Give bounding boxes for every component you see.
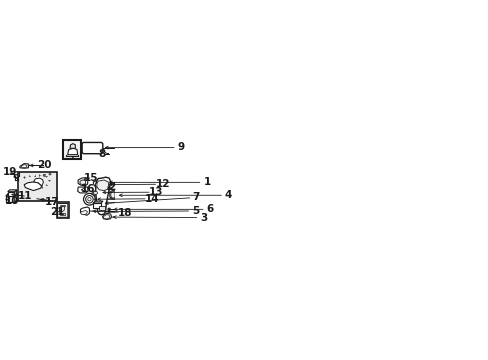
Circle shape [83, 193, 95, 205]
Circle shape [28, 175, 30, 177]
Text: 21: 21 [50, 207, 64, 217]
Polygon shape [93, 201, 103, 203]
Ellipse shape [14, 172, 19, 175]
Polygon shape [111, 191, 115, 198]
Circle shape [99, 195, 104, 200]
Text: 15: 15 [83, 173, 98, 183]
Polygon shape [80, 180, 85, 184]
Polygon shape [24, 182, 41, 190]
Polygon shape [93, 180, 106, 189]
Ellipse shape [14, 175, 19, 178]
Text: 19: 19 [3, 167, 17, 177]
Polygon shape [96, 177, 110, 215]
Text: 9: 9 [178, 142, 184, 152]
Text: 6: 6 [206, 204, 213, 214]
Text: 1: 1 [203, 177, 210, 187]
Polygon shape [8, 192, 15, 196]
Circle shape [47, 179, 50, 182]
Circle shape [81, 189, 84, 191]
Polygon shape [34, 178, 43, 186]
Text: 18: 18 [117, 208, 132, 218]
Text: 13: 13 [149, 187, 163, 197]
Polygon shape [8, 190, 17, 192]
Text: 12: 12 [156, 179, 170, 189]
Polygon shape [110, 190, 116, 199]
Polygon shape [78, 187, 88, 193]
Polygon shape [97, 180, 108, 190]
Bar [57, 202, 69, 218]
Circle shape [45, 175, 47, 177]
Polygon shape [95, 183, 104, 189]
Polygon shape [81, 211, 87, 215]
Bar [63, 140, 81, 159]
Circle shape [81, 188, 85, 192]
Polygon shape [103, 215, 110, 219]
Polygon shape [92, 190, 99, 195]
Circle shape [97, 183, 102, 188]
Text: 17: 17 [45, 197, 60, 207]
Polygon shape [15, 194, 17, 202]
Polygon shape [102, 213, 111, 220]
Text: 5: 5 [191, 206, 199, 216]
FancyBboxPatch shape [58, 203, 68, 217]
Polygon shape [20, 163, 29, 168]
Text: 2: 2 [108, 182, 115, 192]
Circle shape [97, 193, 105, 202]
Polygon shape [93, 191, 97, 194]
Text: 7: 7 [192, 192, 199, 202]
Circle shape [41, 186, 43, 188]
Polygon shape [6, 194, 17, 196]
Text: 11: 11 [18, 191, 32, 201]
Polygon shape [6, 196, 15, 202]
Circle shape [28, 186, 30, 188]
Circle shape [87, 198, 91, 201]
Bar [60, 204, 65, 206]
Circle shape [85, 195, 93, 203]
Polygon shape [70, 144, 75, 148]
Polygon shape [81, 207, 89, 215]
Polygon shape [15, 190, 17, 196]
Text: 8: 8 [98, 149, 105, 159]
Circle shape [107, 188, 109, 190]
Text: 4: 4 [224, 190, 232, 200]
Circle shape [71, 157, 73, 158]
Text: 16: 16 [81, 184, 96, 194]
Circle shape [23, 176, 25, 178]
Text: 14: 14 [144, 194, 159, 204]
Circle shape [38, 174, 41, 176]
Circle shape [34, 175, 36, 177]
Circle shape [103, 212, 104, 213]
Polygon shape [67, 148, 78, 155]
Polygon shape [21, 165, 27, 167]
Polygon shape [78, 177, 88, 186]
Bar [60, 213, 65, 215]
Bar [99, 206, 104, 210]
Polygon shape [93, 203, 101, 208]
FancyBboxPatch shape [82, 143, 102, 154]
Polygon shape [59, 206, 64, 212]
Circle shape [45, 184, 47, 186]
Circle shape [101, 210, 103, 212]
Text: 10: 10 [5, 196, 20, 206]
Text: 3: 3 [200, 212, 207, 222]
Text: 20: 20 [38, 160, 52, 170]
Bar [18, 172, 57, 201]
Circle shape [108, 208, 110, 211]
